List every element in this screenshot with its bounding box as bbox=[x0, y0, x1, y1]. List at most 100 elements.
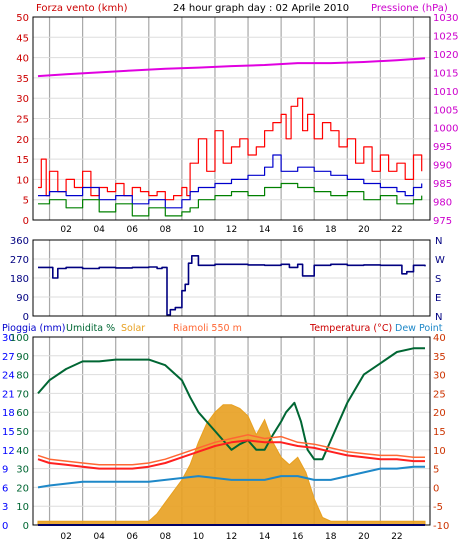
series-line-3 bbox=[37, 57, 426, 78]
temperature-y-tick-label: 35 bbox=[433, 352, 446, 363]
direction-line-0 bbox=[38, 255, 426, 316]
series-line-2 bbox=[38, 182, 423, 217]
axes-layer: 0510152025303540455097598098599099510001… bbox=[2, 13, 458, 542]
x-tick-label: 14 bbox=[259, 532, 271, 542]
x-tick-label: 08 bbox=[160, 225, 172, 235]
humidity-axis-label: Umidita % bbox=[66, 323, 115, 334]
solar-area bbox=[37, 404, 426, 526]
direction-y-tick-label: 90 bbox=[16, 293, 29, 304]
x-tick-label: 06 bbox=[127, 532, 139, 542]
compass-tick-label: E bbox=[435, 293, 441, 304]
temperature-y-tick-label: 0 bbox=[433, 483, 439, 494]
wind-y-tick-label: 30 bbox=[16, 94, 29, 105]
direction-y-tick-label: 360 bbox=[10, 236, 29, 247]
pressure-y-tick-label: 1030 bbox=[433, 13, 458, 24]
rain-y-tick-label: 12 bbox=[2, 446, 15, 457]
rain-y-tick-label: 15 bbox=[2, 427, 15, 438]
humidity-y-tick-label: 90 bbox=[16, 352, 29, 363]
x-tick-label: 20 bbox=[358, 225, 370, 235]
compass-tick-label: N bbox=[435, 236, 442, 247]
rain-y-tick-label: 0 bbox=[2, 521, 8, 532]
climate-panel-frame bbox=[32, 336, 431, 526]
x-tick-label: 10 bbox=[193, 532, 205, 542]
direction-panel-frame bbox=[32, 239, 431, 317]
x-tick-label: 20 bbox=[358, 532, 370, 542]
temperature-y-tick-label: -5 bbox=[433, 502, 443, 513]
x-tick-label: 18 bbox=[325, 225, 337, 235]
pressure-y-tick-label: 1005 bbox=[433, 105, 458, 116]
x-tick-label: 18 bbox=[325, 532, 337, 542]
humidity-y-tick-label: 70 bbox=[16, 389, 29, 400]
pressure-y-tick-label: 1025 bbox=[433, 31, 458, 42]
pressure-y-tick-label: 1020 bbox=[433, 50, 458, 61]
x-tick-label: 12 bbox=[226, 225, 237, 235]
wind-axis-label: Forza vento (kmh) bbox=[36, 3, 128, 14]
pressure-y-tick-label: 995 bbox=[433, 142, 452, 153]
x-tick-label: 12 bbox=[226, 532, 237, 542]
humidity-y-tick-label: 60 bbox=[16, 408, 29, 419]
climate-line-2 bbox=[37, 434, 425, 466]
rain-y-tick-label: 18 bbox=[2, 408, 15, 419]
rain-y-tick-label: 27 bbox=[2, 352, 15, 363]
compass-tick-label: S bbox=[435, 274, 441, 285]
chart-title: 24 hour graph day : 02 Aprile 2010 bbox=[173, 3, 349, 14]
pressure-y-tick-label: 1000 bbox=[433, 124, 458, 135]
temperature-y-tick-label: 20 bbox=[433, 408, 446, 419]
wind-y-tick-label: 20 bbox=[16, 135, 29, 146]
temperature-y-tick-label: 40 bbox=[433, 333, 446, 344]
x-tick-label: 02 bbox=[60, 532, 71, 542]
humidity-y-tick-label: 50 bbox=[16, 427, 29, 438]
climate-line-1 bbox=[37, 439, 425, 470]
series-line-1 bbox=[38, 154, 423, 209]
humidity-y-tick-label: 30 bbox=[16, 465, 29, 476]
pressure-axis-label: Pressione (hPa) bbox=[371, 3, 448, 14]
wind-y-tick-label: 40 bbox=[16, 54, 29, 65]
x-tick-label: 22 bbox=[391, 225, 402, 235]
location-label: Riamoli 550 m bbox=[173, 323, 242, 334]
x-tick-label: 08 bbox=[160, 532, 172, 542]
x-tick-label: 02 bbox=[60, 225, 71, 235]
pressure-y-tick-label: 980 bbox=[433, 198, 452, 209]
x-tick-label: 14 bbox=[259, 225, 271, 235]
x-tick-label: 16 bbox=[292, 532, 304, 542]
x-tick-label: 06 bbox=[127, 225, 139, 235]
climate-line-3 bbox=[37, 465, 425, 489]
rain-y-tick-label: 30 bbox=[2, 333, 15, 344]
rain-y-tick-label: 9 bbox=[2, 465, 8, 476]
direction-y-tick-label: 270 bbox=[10, 255, 29, 266]
humidity-y-tick-label: 100 bbox=[10, 333, 29, 344]
wind-y-tick-label: 15 bbox=[16, 155, 29, 166]
x-tick-label: 16 bbox=[292, 225, 304, 235]
pressure-y-tick-label: 1010 bbox=[433, 87, 458, 98]
temperature-y-tick-label: 30 bbox=[433, 371, 446, 382]
wind-y-tick-label: 45 bbox=[16, 33, 29, 44]
direction-y-tick-label: 180 bbox=[10, 274, 29, 285]
x-tick-label: 22 bbox=[391, 532, 402, 542]
humidity-y-tick-label: 40 bbox=[16, 446, 29, 457]
dew-point-axis-label: Dew Point bbox=[395, 323, 443, 334]
rain-axis-label: Pioggia (mm) bbox=[2, 323, 65, 334]
wind-y-tick-label: 35 bbox=[16, 74, 29, 85]
pressure-y-tick-label: 975 bbox=[433, 216, 452, 227]
temperature-y-tick-label: 10 bbox=[433, 446, 446, 457]
wind-y-tick-label: 10 bbox=[16, 175, 29, 186]
x-tick-label: 04 bbox=[93, 532, 105, 542]
rain-y-tick-label: 3 bbox=[2, 502, 8, 513]
pressure-y-tick-label: 1015 bbox=[433, 68, 458, 79]
x-tick-label: 04 bbox=[93, 225, 105, 235]
x-tick-label: 10 bbox=[193, 225, 205, 235]
humidity-y-tick-label: 0 bbox=[23, 521, 29, 532]
pressure-y-tick-label: 985 bbox=[433, 179, 452, 190]
humidity-y-tick-label: 20 bbox=[16, 483, 29, 494]
wind-y-tick-label: 25 bbox=[16, 115, 29, 126]
wind-y-tick-label: 5 bbox=[23, 196, 29, 207]
wind-y-tick-label: 50 bbox=[16, 13, 29, 24]
rain-y-tick-label: 24 bbox=[2, 371, 15, 382]
temperature-y-tick-label: 15 bbox=[433, 427, 446, 438]
direction-y-tick-label: 0 bbox=[23, 312, 29, 323]
compass-tick-label: N bbox=[435, 312, 442, 323]
temperature-y-tick-label: -10 bbox=[433, 521, 449, 532]
solar-axis-label: Solar bbox=[121, 323, 145, 334]
